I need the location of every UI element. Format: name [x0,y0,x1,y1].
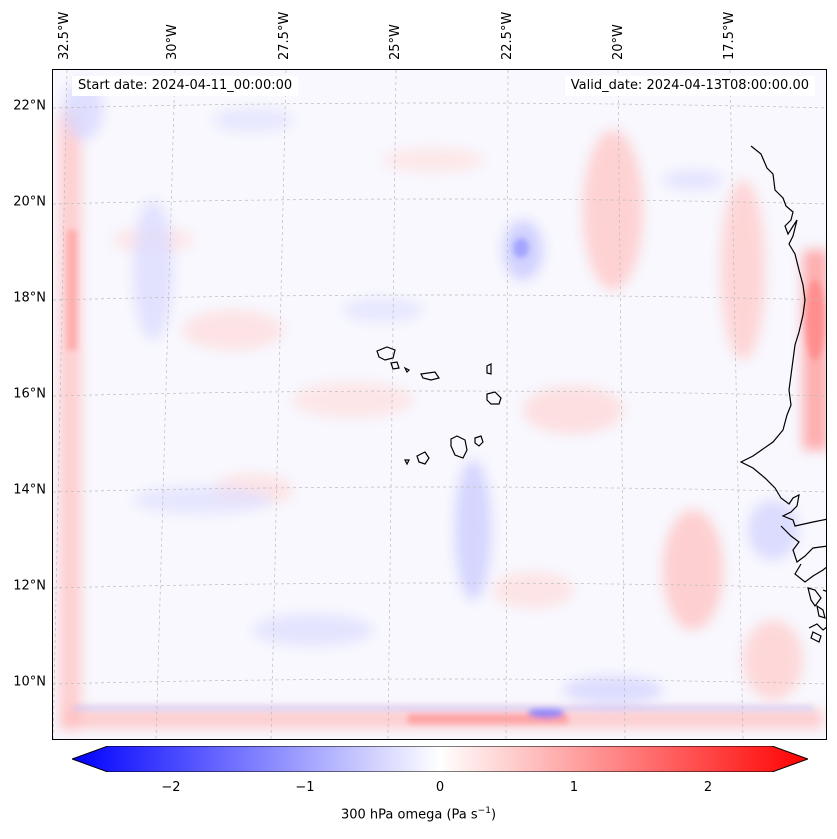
lat-label-22n: 22°N [13,98,46,114]
cape-verde-islands [376,346,502,466]
lon-label-32-5w: 32.5°W [57,11,72,60]
omega-field [59,80,826,730]
lon-label-30w: 30°W [165,24,180,60]
lon-label-17-5w: 17.5°W [722,11,737,60]
lon-label-20w: 20°W [611,24,626,60]
start-date-label: Start date: 2024-04-11_00:00:00 [72,76,299,96]
colorbar-label: 300 hPa omega (Pa s−1) [0,806,837,822]
colorbar-label-suffix: ) [490,807,497,823]
valid-date-label: Valid_date: 2024-04-13T08:00:00.00 [564,76,815,96]
colorbar-tick-0: 0 [435,780,445,795]
lat-label-16n: 16°N [13,386,46,402]
map-canvas [53,70,826,739]
lat-label-20n: 20°N [13,194,46,210]
lat-label-14n: 14°N [13,482,46,498]
lon-label-25w: 25°W [388,24,403,60]
colorbar-label-text: 300 hPa omega (Pa s [340,807,478,823]
lat-label-12n: 12°N [13,578,46,594]
colorbar [72,746,808,772]
lat-label-18n: 18°N [13,290,46,306]
lon-label-22-5w: 22.5°W [500,11,515,60]
colorbar-tick-1: 1 [569,780,579,795]
colorbar-tick-2: 2 [703,780,713,795]
map-panel [52,69,827,740]
lat-label-10n: 10°N [13,674,46,690]
colorbar-label-exponent: −1 [477,806,491,816]
colorbar-tick-minus2: −2 [161,780,181,795]
lon-label-27-5w: 27.5°W [277,11,292,60]
coastline-africa [739,145,826,643]
graticule [53,70,826,739]
colorbar-tick-minus1: −1 [295,780,315,795]
omega-field-strong [67,230,825,724]
